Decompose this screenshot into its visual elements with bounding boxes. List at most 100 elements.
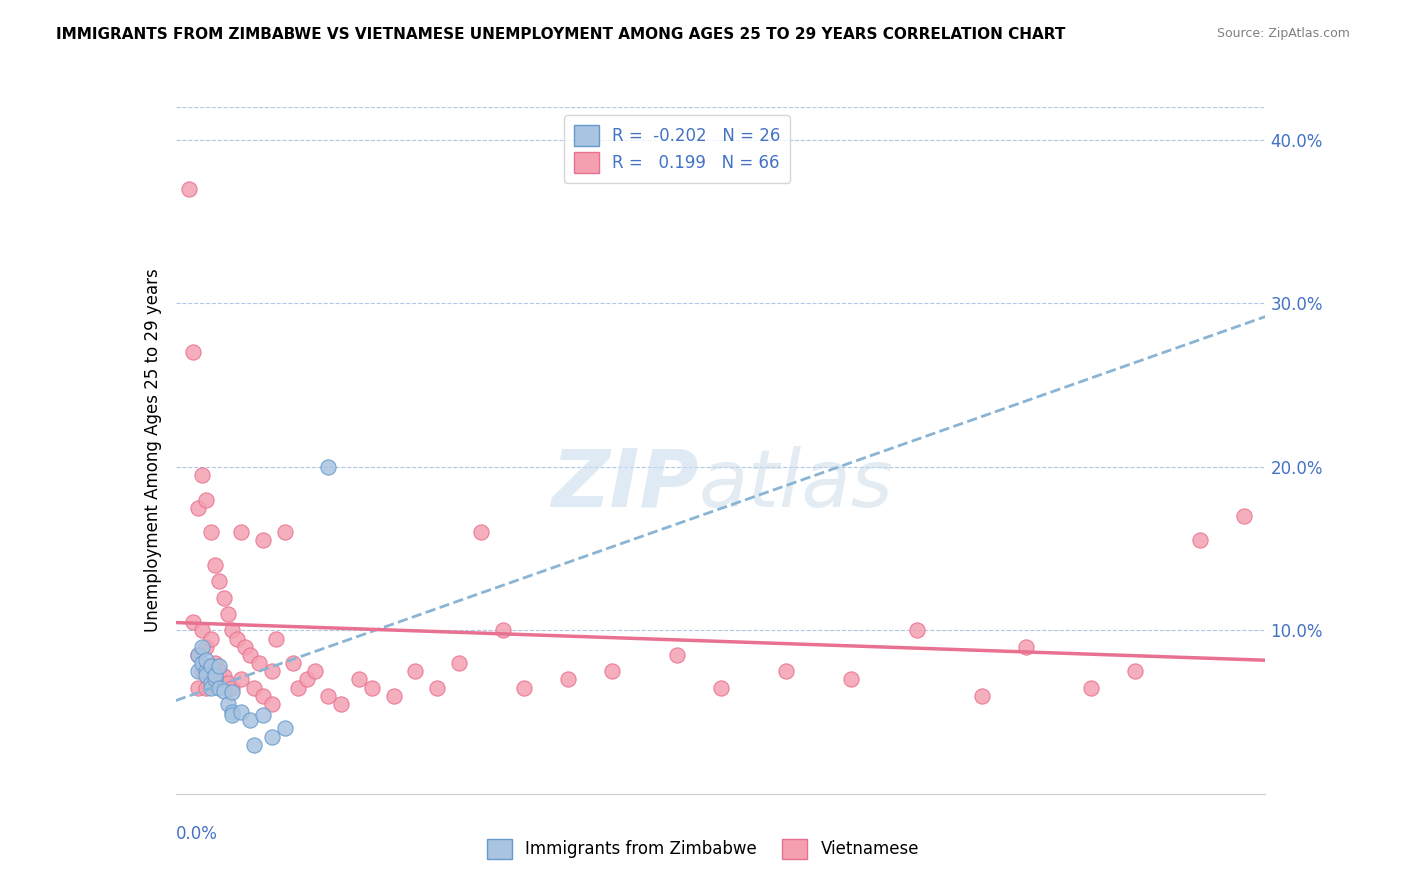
Point [318, 459, 340, 474]
Point [347, 673, 370, 687]
Point [200, 659, 222, 673]
Point [295, 673, 318, 687]
Point [195, 492, 218, 507]
Point [204, 673, 226, 687]
Point [252, 533, 274, 548]
Point [231, 673, 253, 687]
Point [195, 667, 218, 681]
Point [181, 345, 204, 359]
Point [905, 624, 928, 638]
Text: 0.0%: 0.0% [176, 825, 218, 843]
Point [191, 664, 214, 679]
Point [186, 500, 209, 515]
Point [200, 632, 222, 646]
Point [186, 648, 209, 662]
Point [225, 632, 247, 646]
Text: IMMIGRANTS FROM ZIMBABWE VS VIETNAMESE UNEMPLOYMENT AMONG AGES 25 TO 29 YEARS CO: IMMIGRANTS FROM ZIMBABWE VS VIETNAMESE U… [56, 27, 1066, 42]
Point [447, 656, 470, 670]
Text: atlas: atlas [699, 446, 894, 524]
Point [212, 683, 235, 698]
Point [204, 656, 226, 670]
Point [200, 681, 222, 695]
Point [260, 697, 283, 711]
Point [243, 738, 266, 752]
Point [191, 640, 214, 654]
Point [212, 669, 235, 683]
Point [841, 673, 863, 687]
Point [191, 624, 214, 638]
Point [274, 722, 297, 736]
Point [775, 664, 797, 679]
Point [260, 664, 283, 679]
Point [208, 659, 231, 673]
Point [221, 685, 243, 699]
Point [492, 624, 515, 638]
Point [217, 697, 239, 711]
Point [970, 689, 993, 703]
Point [1015, 640, 1038, 654]
Point [186, 648, 209, 662]
Point [200, 673, 222, 687]
Point [231, 705, 253, 719]
Point [221, 705, 243, 719]
Point [195, 664, 218, 679]
Legend: Immigrants from Zimbabwe, Vietnamese: Immigrants from Zimbabwe, Vietnamese [481, 832, 925, 866]
Point [221, 681, 243, 695]
Point [177, 182, 200, 196]
Point [330, 697, 353, 711]
Point [247, 656, 270, 670]
Point [200, 525, 222, 540]
Point [287, 681, 309, 695]
Point [264, 632, 287, 646]
Point [557, 673, 579, 687]
Point [600, 664, 623, 679]
Point [470, 525, 492, 540]
Point [231, 525, 253, 540]
Point [191, 467, 214, 482]
Point [181, 615, 204, 630]
Point [212, 591, 235, 605]
Point [195, 653, 218, 667]
Point [1123, 664, 1146, 679]
Point [1080, 681, 1102, 695]
Point [204, 667, 226, 681]
Point [217, 675, 239, 690]
Point [208, 681, 231, 695]
Y-axis label: Unemployment Among Ages 25 to 29 years: Unemployment Among Ages 25 to 29 years [143, 268, 162, 632]
Point [221, 708, 243, 723]
Point [426, 681, 449, 695]
Text: Source: ZipAtlas.com: Source: ZipAtlas.com [1216, 27, 1350, 40]
Point [243, 681, 266, 695]
Point [200, 675, 222, 690]
Point [382, 689, 405, 703]
Point [260, 730, 283, 744]
Point [235, 640, 257, 654]
Point [405, 664, 427, 679]
Point [221, 624, 243, 638]
Point [710, 681, 733, 695]
Point [252, 689, 274, 703]
Point [239, 648, 262, 662]
Point [304, 664, 326, 679]
Point [283, 656, 305, 670]
Point [274, 525, 297, 540]
Point [204, 558, 226, 572]
Point [208, 664, 231, 679]
Point [195, 681, 218, 695]
Point [360, 681, 382, 695]
Point [191, 656, 214, 670]
Point [186, 664, 209, 679]
Legend: R =  -0.202   N = 26, R =   0.199   N = 66: R = -0.202 N = 26, R = 0.199 N = 66 [564, 115, 790, 183]
Point [513, 681, 536, 695]
Point [1232, 508, 1256, 523]
Point [666, 648, 689, 662]
Text: ZIP: ZIP [551, 446, 699, 524]
Point [1189, 533, 1212, 548]
Point [186, 681, 209, 695]
Point [239, 714, 262, 728]
Point [217, 607, 239, 621]
Point [195, 640, 218, 654]
Point [252, 708, 274, 723]
Point [318, 689, 340, 703]
Point [208, 574, 231, 589]
